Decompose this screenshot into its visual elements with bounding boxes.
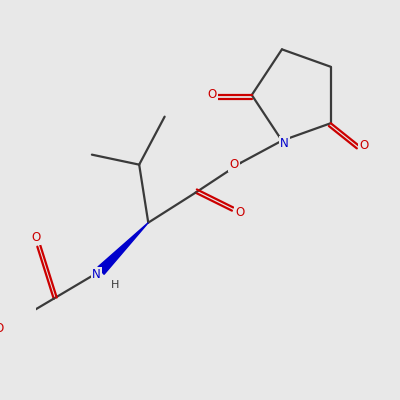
Text: O: O bbox=[207, 88, 216, 102]
Text: O: O bbox=[236, 206, 245, 219]
Text: O: O bbox=[31, 231, 40, 244]
Text: O: O bbox=[360, 139, 369, 152]
Text: N: N bbox=[92, 268, 101, 281]
Polygon shape bbox=[98, 223, 148, 274]
Text: O: O bbox=[0, 322, 4, 335]
Text: N: N bbox=[280, 137, 289, 150]
Text: O: O bbox=[229, 158, 238, 171]
Text: H: H bbox=[110, 280, 119, 290]
